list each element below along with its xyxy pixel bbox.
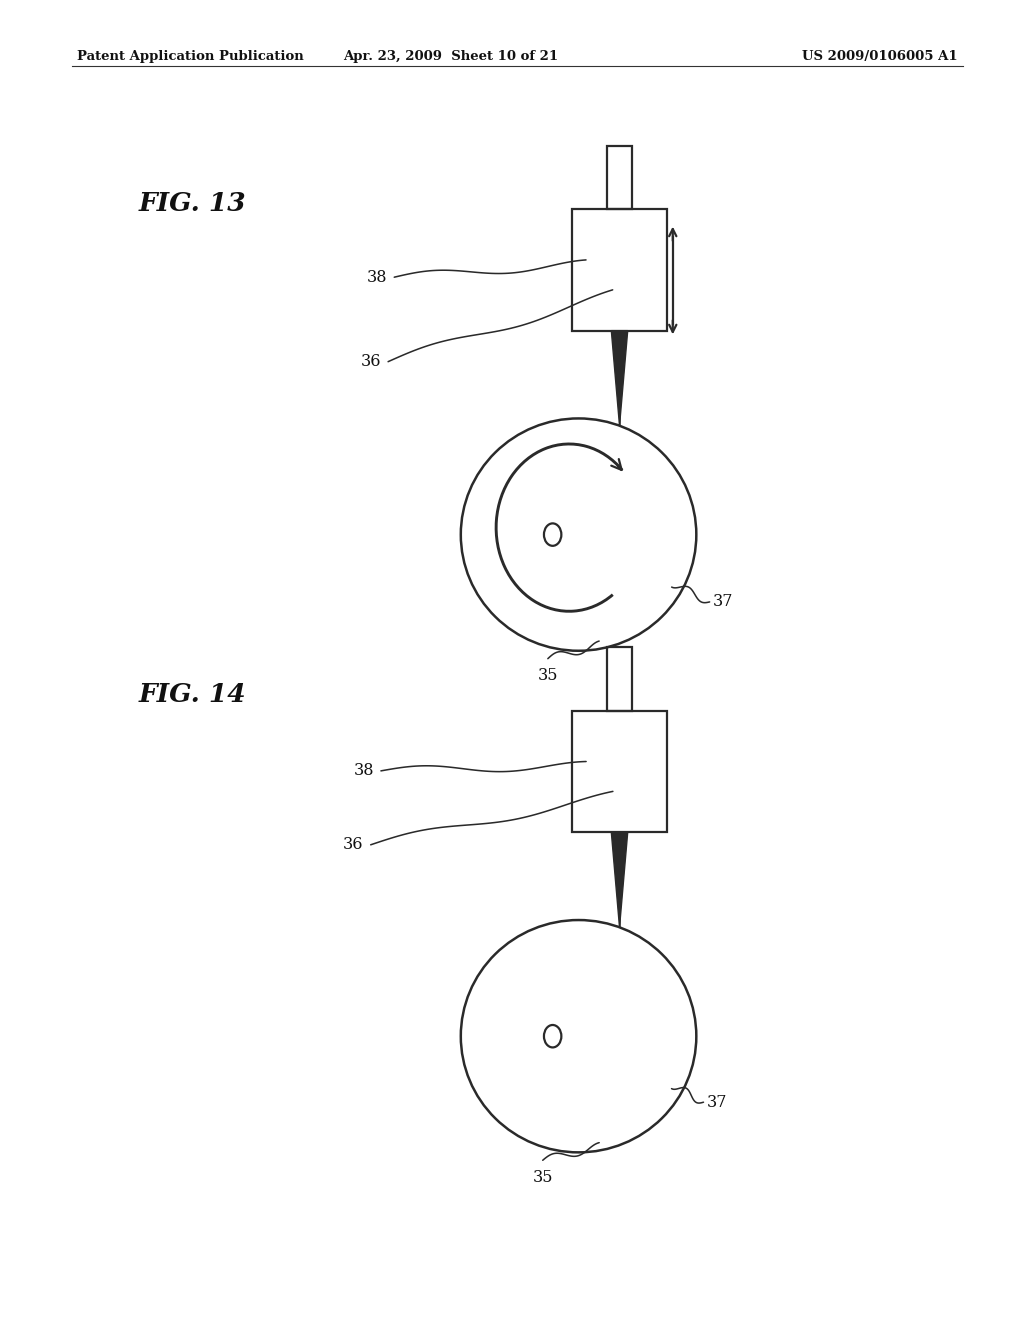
Text: 36: 36 bbox=[343, 837, 364, 853]
Text: FIG. 14: FIG. 14 bbox=[138, 682, 246, 708]
Text: 35: 35 bbox=[538, 668, 558, 684]
Text: 38: 38 bbox=[353, 763, 374, 779]
Bar bbox=[571, 209, 668, 330]
Text: Apr. 23, 2009  Sheet 10 of 21: Apr. 23, 2009 Sheet 10 of 21 bbox=[343, 50, 558, 63]
Polygon shape bbox=[611, 330, 628, 425]
Bar bbox=[607, 647, 632, 710]
Bar bbox=[571, 710, 668, 832]
Polygon shape bbox=[611, 832, 628, 927]
Text: 37: 37 bbox=[707, 1094, 727, 1110]
Text: FIG. 13: FIG. 13 bbox=[138, 191, 246, 216]
Text: US 2009/0106005 A1: US 2009/0106005 A1 bbox=[802, 50, 957, 63]
Text: 36: 36 bbox=[360, 354, 381, 370]
Text: 35: 35 bbox=[532, 1170, 553, 1185]
Text: 38: 38 bbox=[367, 269, 387, 285]
Bar bbox=[607, 145, 632, 209]
Text: Patent Application Publication: Patent Application Publication bbox=[77, 50, 303, 63]
Text: 37: 37 bbox=[713, 594, 733, 610]
